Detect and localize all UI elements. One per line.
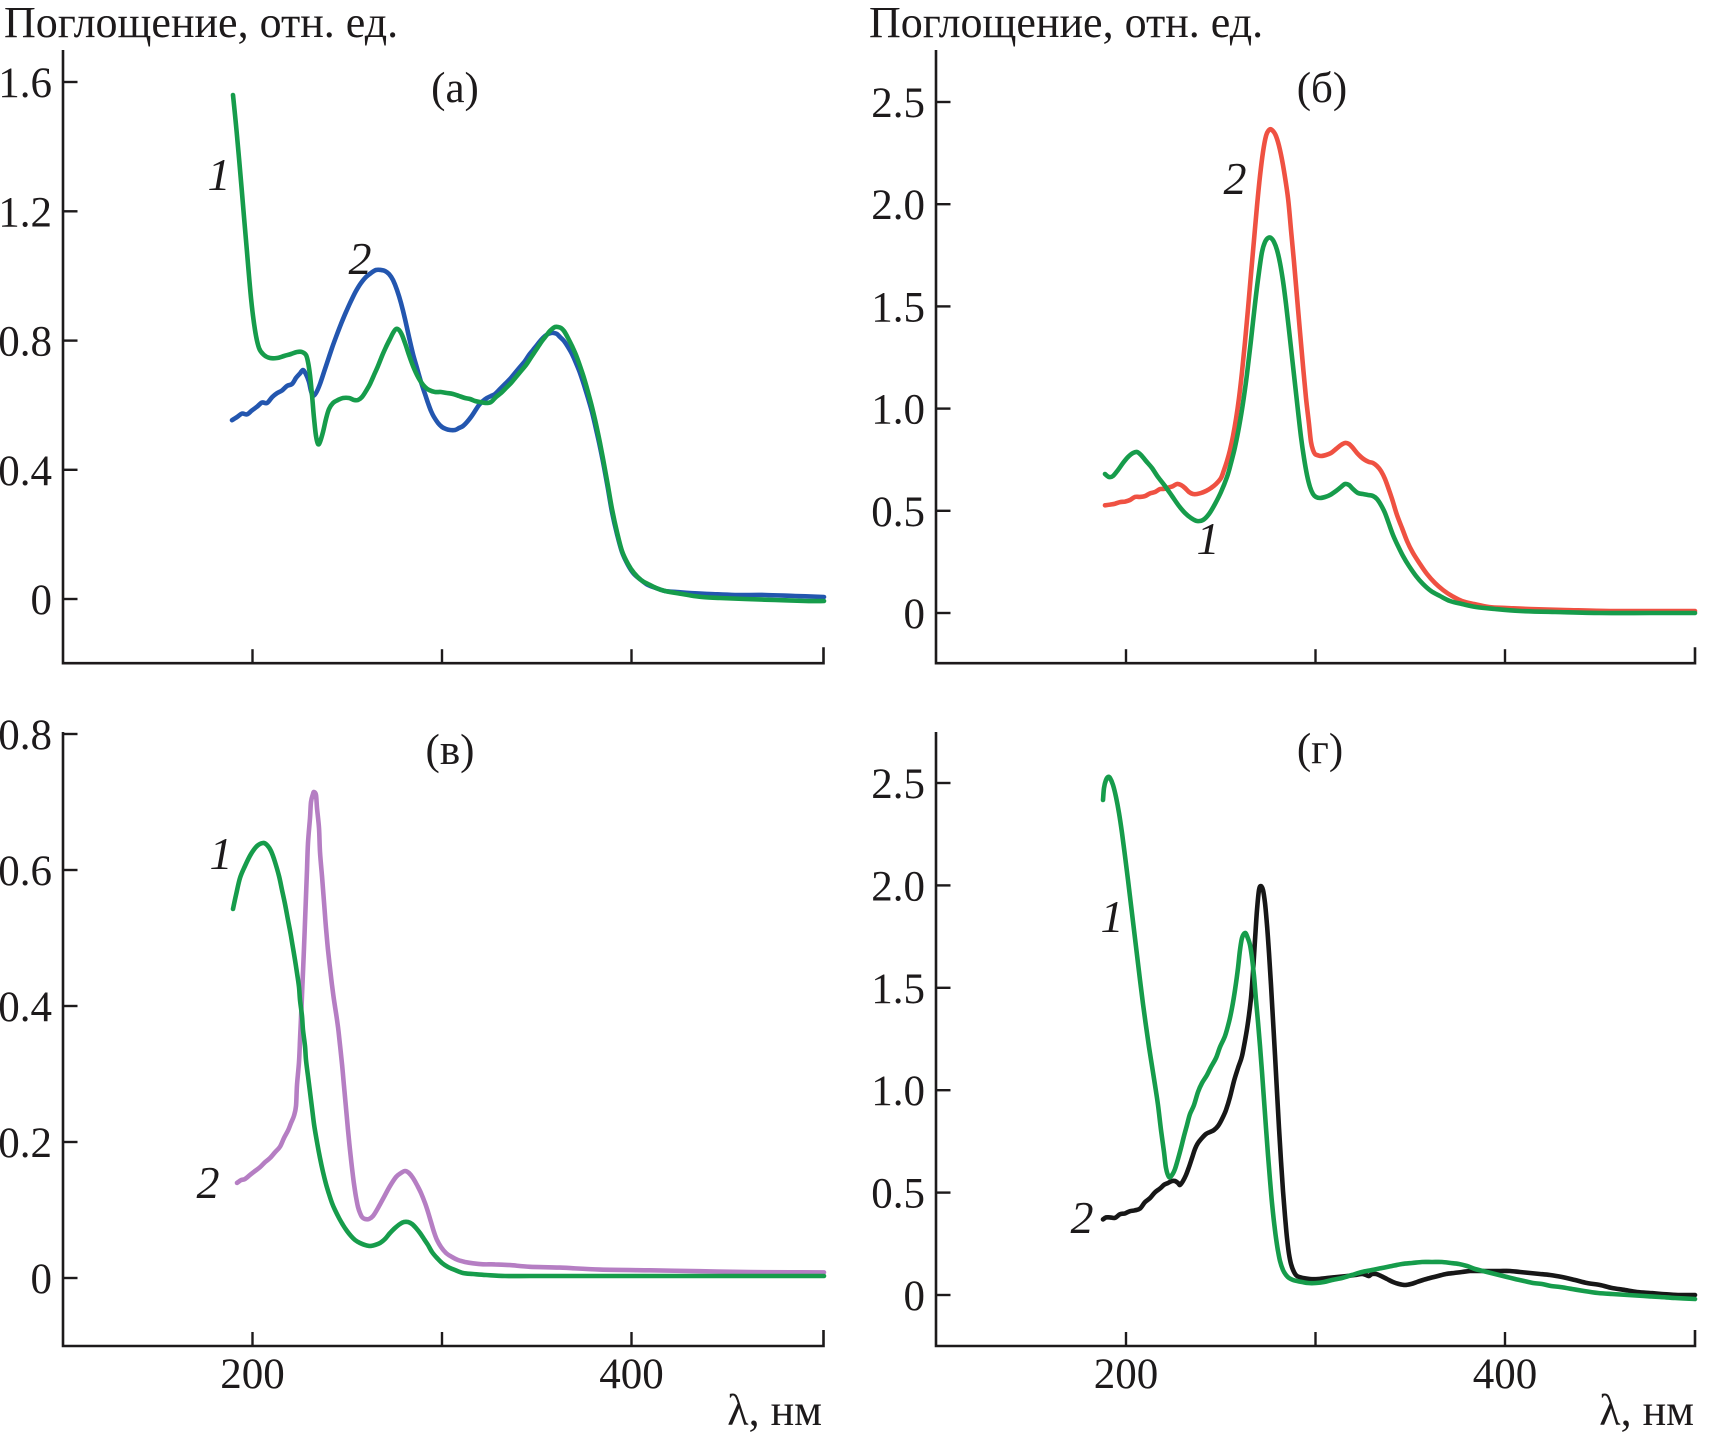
- svg-text:(а): (а): [431, 65, 479, 112]
- svg-text:0.4: 0.4: [0, 984, 52, 1031]
- svg-text:0.8: 0.8: [0, 712, 52, 759]
- svg-text:2: 2: [1071, 1192, 1094, 1243]
- svg-text:200: 200: [220, 1351, 285, 1398]
- svg-text:(в): (в): [426, 727, 475, 774]
- svg-text:0.2: 0.2: [0, 1120, 52, 1167]
- svg-text:1: 1: [208, 149, 231, 200]
- svg-text:400: 400: [1473, 1351, 1538, 1398]
- svg-text:400: 400: [599, 1351, 664, 1398]
- svg-text:2.0: 2.0: [871, 182, 925, 229]
- svg-text:λ, нм: λ, нм: [727, 1386, 822, 1435]
- svg-text:0.4: 0.4: [0, 448, 52, 495]
- svg-text:1.6: 1.6: [0, 60, 52, 107]
- svg-text:(б): (б): [1297, 65, 1348, 112]
- svg-text:1.2: 1.2: [0, 189, 52, 236]
- svg-text:2.5: 2.5: [871, 80, 925, 127]
- svg-text:2.5: 2.5: [871, 761, 925, 808]
- svg-text:0: 0: [904, 1273, 926, 1320]
- svg-text:0.6: 0.6: [0, 848, 52, 895]
- svg-text:1.5: 1.5: [871, 284, 925, 331]
- svg-text:1: 1: [1101, 891, 1124, 942]
- svg-text:0: 0: [31, 1256, 53, 1303]
- svg-text:λ, нм: λ, нм: [1599, 1386, 1694, 1435]
- svg-text:1: 1: [1197, 513, 1220, 564]
- svg-text:200: 200: [1094, 1351, 1159, 1398]
- svg-text:2: 2: [197, 1157, 220, 1208]
- svg-text:1.0: 1.0: [871, 1068, 925, 1115]
- svg-text:1.5: 1.5: [871, 966, 925, 1013]
- svg-text:0.8: 0.8: [0, 319, 52, 366]
- svg-text:1: 1: [210, 828, 233, 879]
- svg-text:Поглощение, отн. ед.: Поглощение, отн. ед.: [4, 0, 398, 47]
- svg-text:2: 2: [1224, 153, 1247, 204]
- svg-text:Поглощение, отн. ед.: Поглощение, отн. ед.: [869, 0, 1263, 47]
- svg-text:0: 0: [904, 591, 926, 638]
- svg-text:2.0: 2.0: [871, 863, 925, 910]
- svg-text:0: 0: [31, 577, 53, 624]
- svg-text:(г): (г): [1297, 726, 1343, 773]
- svg-text:2: 2: [349, 233, 372, 284]
- svg-text:1.0: 1.0: [871, 387, 925, 434]
- svg-text:0.5: 0.5: [871, 489, 925, 536]
- svg-text:0.5: 0.5: [871, 1171, 925, 1218]
